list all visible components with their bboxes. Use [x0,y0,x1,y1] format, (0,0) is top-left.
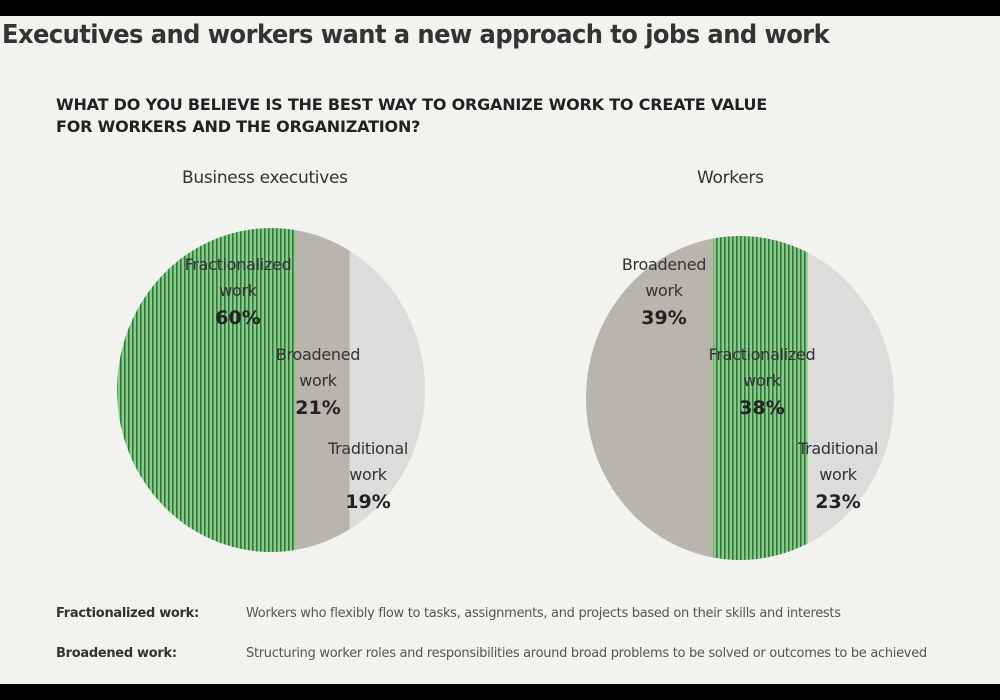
pie-title-workers: Workers [697,168,764,188]
slice-value-fractionalized: 60% [215,307,260,329]
legend-row-fractionalized: Fractionalized work: Workers who flexibly… [56,606,841,621]
slice-label-fractionalized: Fractionalized work 38% [709,345,816,419]
legend-definition-broadened: Structuring worker roles and responsibil… [246,646,927,661]
slice-label-traditional: Traditional work 23% [797,439,878,513]
pie-slice-fractionalized [713,236,809,560]
pie-slice-broadened [295,228,351,552]
pie-charts: Fractionalized work 60% Broadened work 21% Tra… [117,228,894,560]
slice-value-broadened: 39% [641,307,686,329]
page-title: Executives and workers want a new approa… [2,20,830,50]
pie-title-executives: Business executives [182,168,348,188]
legend-definition-fractionalized: Workers who flexibly flow to tasks, assi… [246,606,841,621]
slice-label-fractionalized: Fractionalized work 60% [185,255,292,329]
pie-workers [586,236,894,560]
legend-row-broadened: Broadened work: Structuring worker roles … [56,646,927,661]
slice-value-traditional: 23% [815,491,860,513]
survey-question-line-1: WHAT DO YOU BELIEVE IS THE BEST WAY TO O… [56,95,768,114]
survey-question-line-2: FOR WORKERS AND THE ORGANIZATION? [56,117,421,136]
slice-value-traditional: 19% [345,491,390,513]
slice-value-fractionalized: 38% [739,397,784,419]
legend-term-broadened: Broadened work: [56,646,177,661]
slice-labels: Fractionalized work 60% Broadened work 21% Tra… [185,255,879,513]
legend-term-fractionalized: Fractionalized work: [56,606,199,621]
slice-label-traditional: Traditional work 19% [327,439,408,513]
slice-label-broadened: Broadened work 39% [622,255,706,329]
survey-question: WHAT DO YOU BELIEVE IS THE BEST WAY TO O… [56,94,956,138]
chart-frame: Executives and workers want a new approa… [0,16,1000,684]
slice-label-broadened: Broadened work 21% [276,345,360,419]
slice-value-broadened: 21% [295,397,340,419]
pie-slice-fractionalized [117,228,296,552]
